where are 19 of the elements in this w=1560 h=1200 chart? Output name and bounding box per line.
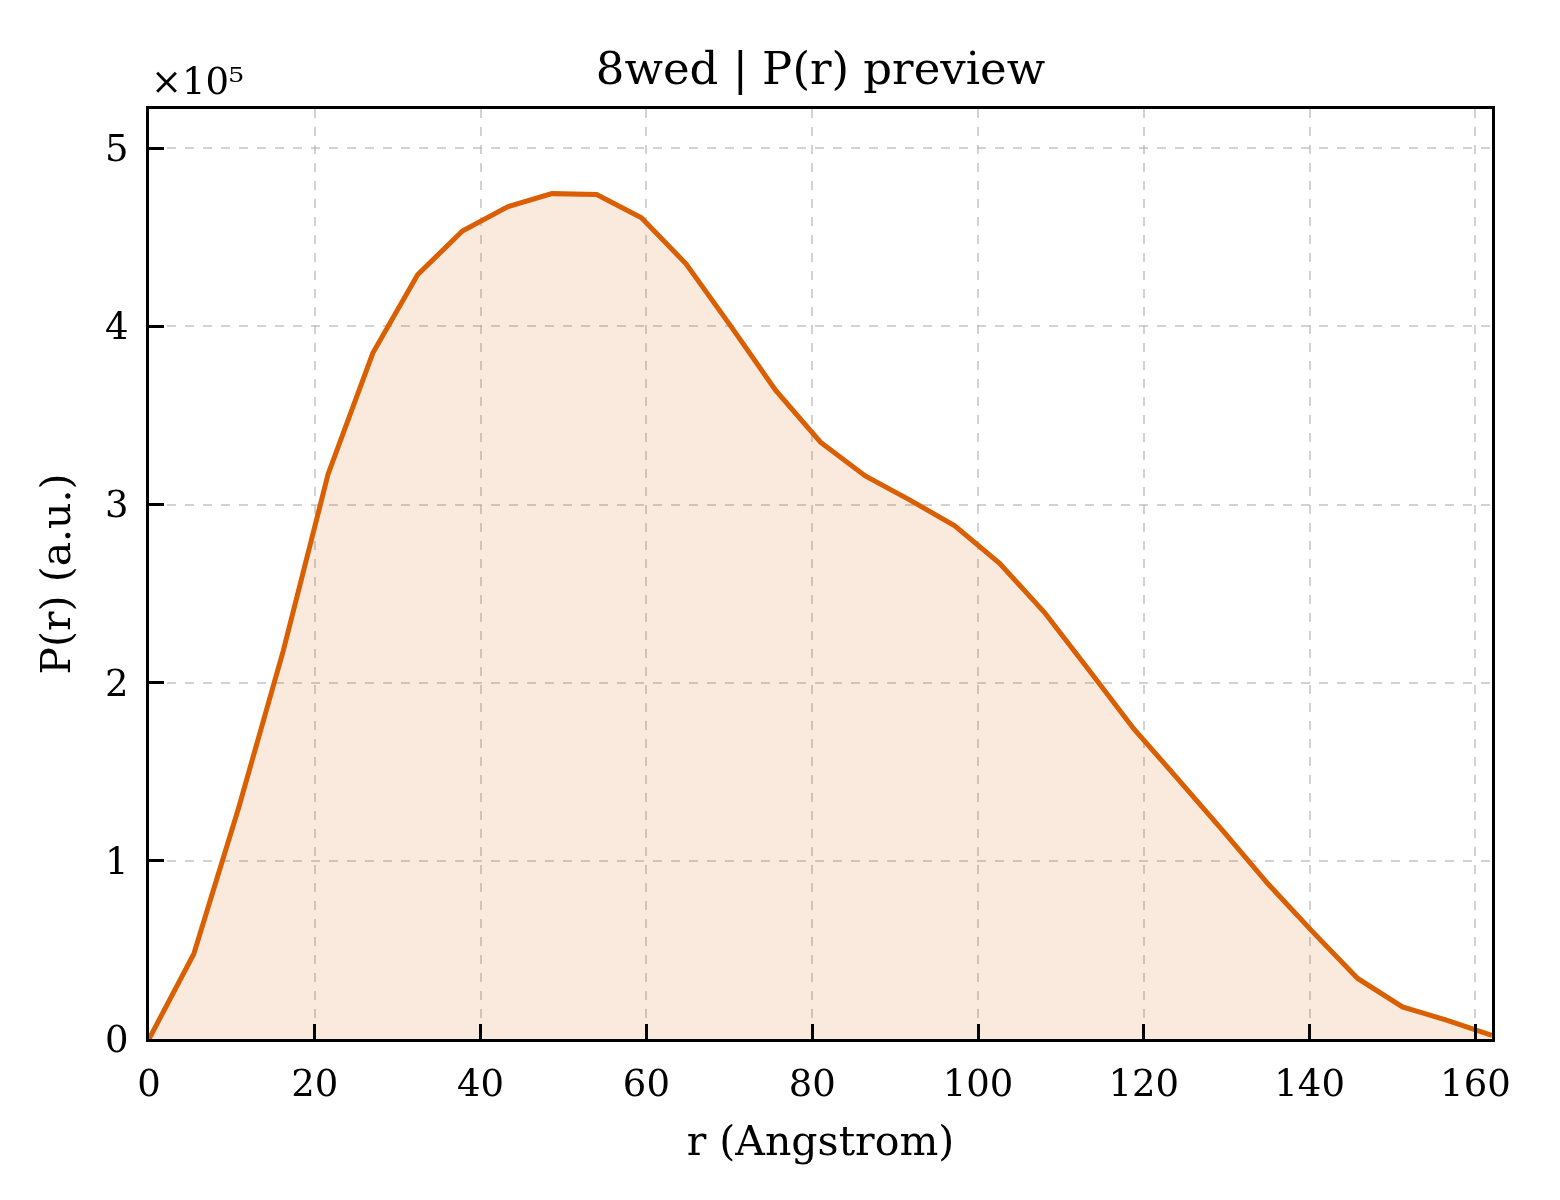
y-tick-label: 1 xyxy=(105,839,129,883)
y-axis-title: P(r) (a.u.) xyxy=(32,473,81,675)
chart-title: 8wed | P(r) preview xyxy=(595,41,1046,95)
x-tick-label: 140 xyxy=(1274,1062,1345,1106)
x-tick-label: 20 xyxy=(291,1062,339,1106)
x-axis-title: r (Angstrom) xyxy=(686,1116,955,1165)
x-tick-label: 40 xyxy=(457,1062,505,1106)
x-tick-label: 60 xyxy=(622,1062,670,1106)
text: ×10⁵ xyxy=(151,60,244,103)
x-tick-label: 0 xyxy=(137,1062,161,1106)
x-tick-label: 160 xyxy=(1440,1062,1511,1106)
x-tick-label: 100 xyxy=(942,1062,1014,1106)
y-tick-label: 4 xyxy=(105,305,129,349)
y-tick-label: 2 xyxy=(105,661,129,705)
y-tick-label: 0 xyxy=(105,1017,129,1061)
y-tick-label: 5 xyxy=(105,127,129,171)
x-tick-label: 120 xyxy=(1108,1062,1180,1106)
y-tick-label: 3 xyxy=(105,483,129,527)
x-tick-label: 80 xyxy=(788,1062,836,1106)
